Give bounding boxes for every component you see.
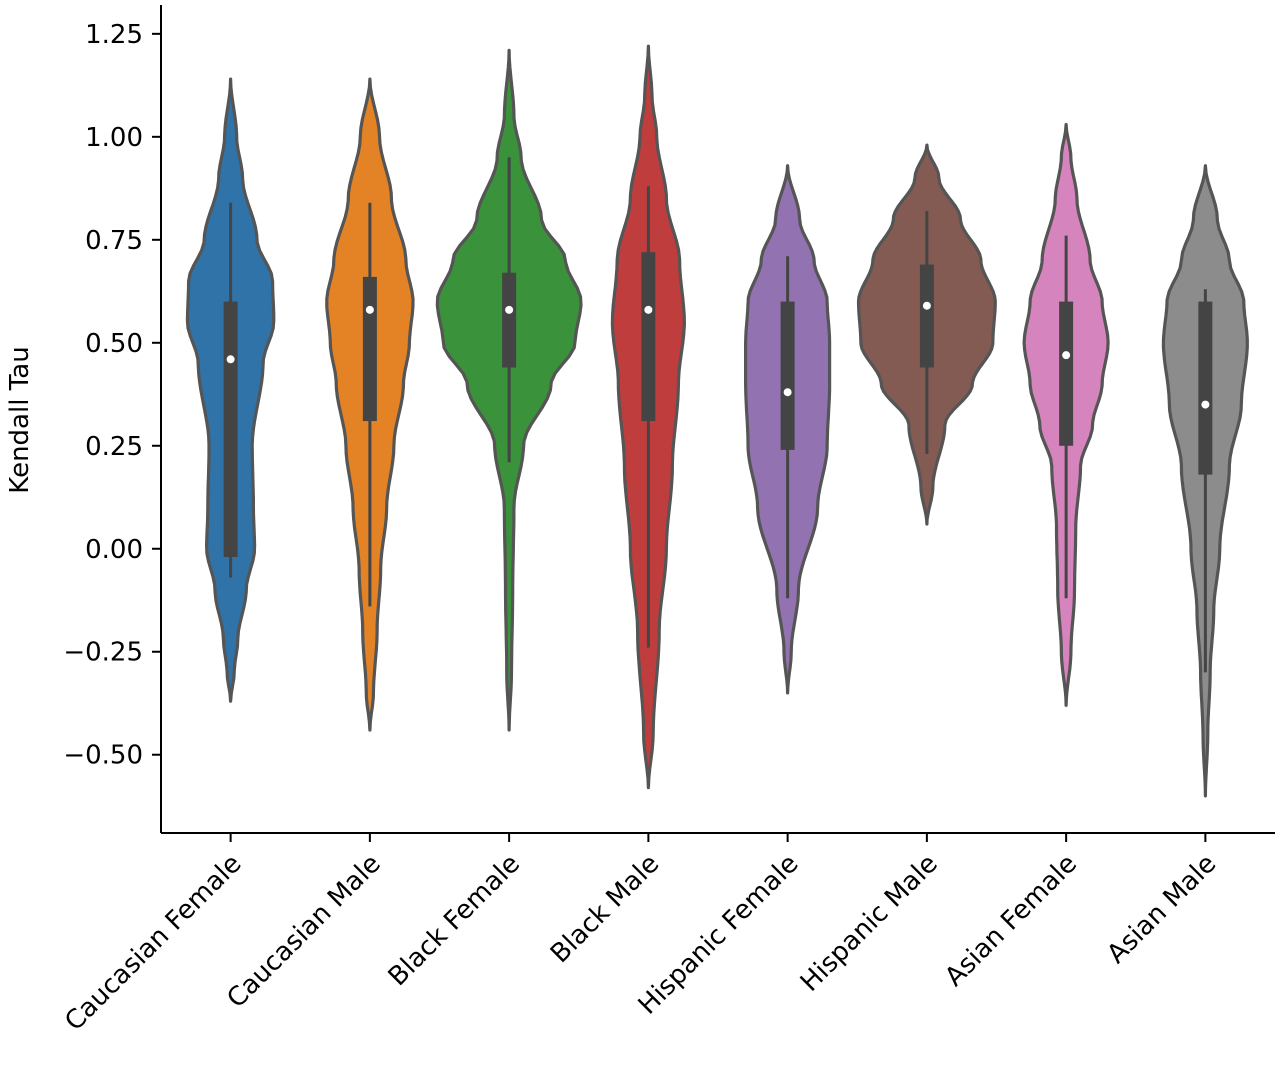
x-tick-label: Caucasian Male <box>221 849 386 1014</box>
y-tick-label: 0.25 <box>85 432 143 462</box>
violin-median-point <box>1201 400 1210 409</box>
x-tick-label: Black Male <box>545 849 665 969</box>
violins-group <box>185 44 1249 798</box>
x-tick-label: Asian Female <box>939 849 1083 993</box>
violin-iqr-box <box>780 301 795 450</box>
x-tick-label: Asian Male <box>1102 849 1223 970</box>
y-tick-label: −0.50 <box>63 741 143 771</box>
axes-group <box>160 5 1275 834</box>
y-tick-label: 1.00 <box>85 123 143 153</box>
x-tick-label: Hispanic Male <box>795 849 944 998</box>
violin-iqr-box <box>502 272 517 368</box>
y-tick-label: 0.00 <box>85 535 143 565</box>
violin-median-point <box>783 388 792 397</box>
x-tick-label: Caucasian Female <box>59 849 247 1037</box>
violin-iqr-box <box>641 252 656 422</box>
violin-iqr-box <box>1198 301 1213 475</box>
violin-median-point <box>644 305 653 314</box>
y-tick-label: 1.25 <box>85 20 143 50</box>
violin-iqr-box <box>919 264 934 368</box>
y-axis-label: Kendall Tau <box>5 346 35 493</box>
boxes-group <box>223 157 1213 673</box>
y-tick-label: 0.75 <box>85 226 143 256</box>
violin-median-point <box>922 301 931 310</box>
violin-median-point <box>1062 351 1071 360</box>
violin-median-point <box>365 305 374 314</box>
y-tick-label: −0.25 <box>63 638 143 668</box>
violin-median-point <box>226 355 235 364</box>
y-ticks-group: 1.25 1.00 0.75 0.50 0.25 0.00 −0.25 −0.50 <box>63 20 161 771</box>
y-tick-label: 0.50 <box>85 329 143 359</box>
violin-median-point <box>505 305 514 314</box>
violin-iqr-box <box>362 276 377 422</box>
violin-iqr-box <box>223 301 238 557</box>
violin-iqr-box <box>1059 301 1074 446</box>
x-tick-label: Black Female <box>383 849 526 992</box>
